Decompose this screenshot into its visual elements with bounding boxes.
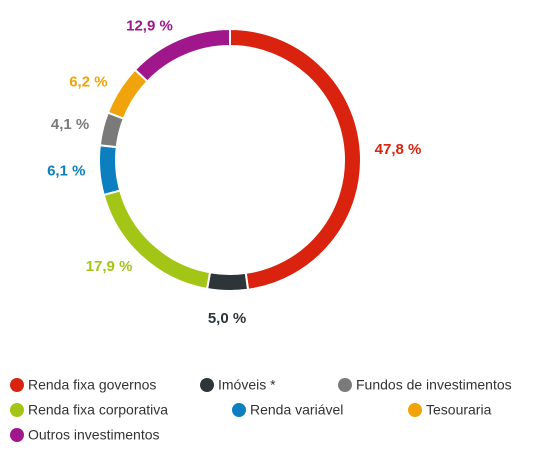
legend-label: Tesouraria: [426, 402, 492, 418]
value-label: 6,2 %: [69, 73, 107, 90]
slice: [229, 27, 362, 291]
legend-label: Renda fixa governos: [28, 377, 156, 393]
legend-swatch: [200, 378, 214, 392]
legend-label: Renda variável: [250, 402, 343, 418]
value-label: 47,8 %: [375, 141, 422, 158]
slice: [205, 271, 250, 292]
value-label: 6,1 %: [47, 162, 85, 179]
value-label: 17,9 %: [86, 258, 133, 275]
value-label: 12,9 %: [126, 18, 173, 35]
legend-swatch: [408, 403, 422, 417]
legend-label: Renda fixa corporativa: [28, 402, 168, 418]
legend-label: Imóveis *: [218, 377, 276, 393]
value-label: 4,1 %: [51, 116, 89, 133]
legend-label: Outros investimentos: [28, 427, 160, 443]
legend-swatch: [338, 378, 352, 392]
slice: [133, 27, 231, 83]
value-label: 5,0 %: [208, 310, 246, 327]
legend-swatch: [10, 403, 24, 417]
legend-swatch: [232, 403, 246, 417]
legend-swatch: [10, 378, 24, 392]
slice: [98, 144, 122, 197]
legend-swatch: [10, 428, 24, 442]
legend-label: Fundos de investimentos: [356, 377, 512, 393]
